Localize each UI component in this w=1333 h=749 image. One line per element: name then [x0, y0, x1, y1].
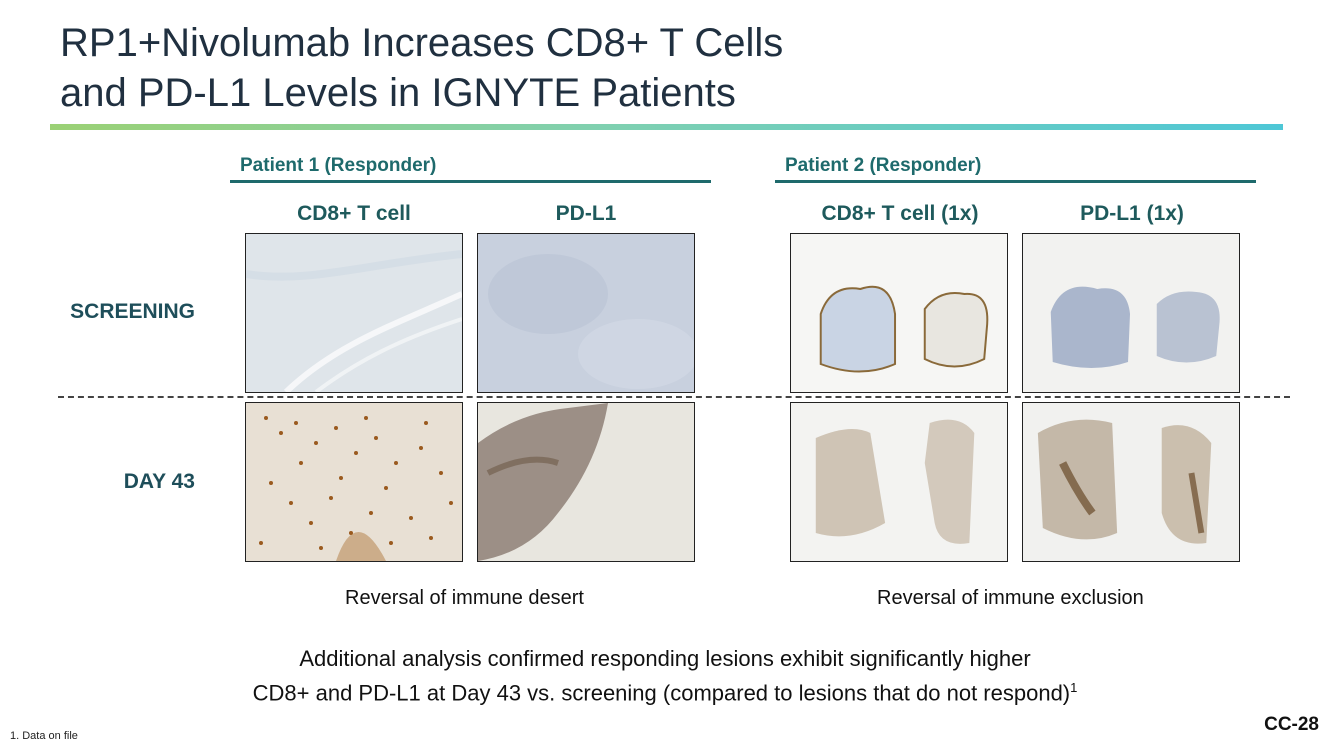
col-head-p1-cd8: CD8+ T cell	[297, 202, 411, 225]
row-label-day43: DAY 43	[123, 470, 195, 493]
row-divider	[58, 396, 1290, 398]
patient-1-rule	[230, 180, 711, 183]
micrograph-p1-pdl1-screening	[477, 233, 695, 393]
summary-footnote-ref: 1	[1070, 680, 1078, 695]
col-head-p2-cd8: CD8+ T cell (1x)	[821, 202, 979, 225]
micrograph-p1-cd8-day43	[245, 402, 463, 562]
micrograph-p1-pdl1-day43	[477, 402, 695, 562]
col-head-p1-pdl1: PD-L1	[555, 202, 617, 225]
slide-title: RP1+Nivolumab Increases CD8+ T Cells and…	[60, 18, 1060, 118]
slide-number: CC-28	[1264, 714, 1319, 735]
summary-line-1: Additional analysis confirmed responding…	[299, 646, 1031, 671]
summary-line-2: CD8+ and PD-L1 at Day 43 vs. screening (…	[240, 673, 1090, 707]
caption-patient-2: Reversal of immune exclusion	[877, 587, 1144, 609]
summary-line-2-text: CD8+ and PD-L1 at Day 43 vs. screening (…	[252, 680, 1071, 706]
footnote: 1. Data on file	[10, 730, 78, 742]
patient-1-label: Patient 1 (Responder)	[240, 155, 437, 176]
micrograph-p2-pdl1-screening	[1022, 233, 1240, 393]
patient-2-rule	[775, 180, 1256, 183]
row-label-screening: SCREENING	[70, 300, 195, 323]
micrograph-p1-cd8-screening	[245, 233, 463, 393]
title-line-2: and PD-L1 Levels in IGNYTE Patients	[60, 71, 736, 115]
micrograph-p2-cd8-screening	[790, 233, 1008, 393]
micrograph-p2-cd8-day43	[790, 402, 1008, 562]
micrograph-p2-pdl1-day43	[1022, 402, 1240, 562]
patient-2-label: Patient 2 (Responder)	[785, 155, 982, 176]
col-head-p2-pdl1: PD-L1 (1x)	[1080, 202, 1184, 225]
summary-text: Additional analysis confirmed responding…	[240, 644, 1090, 707]
title-gradient-rule	[50, 124, 1283, 130]
title-line-1: RP1+Nivolumab Increases CD8+ T Cells	[60, 21, 784, 65]
caption-patient-1: Reversal of immune desert	[345, 587, 584, 609]
